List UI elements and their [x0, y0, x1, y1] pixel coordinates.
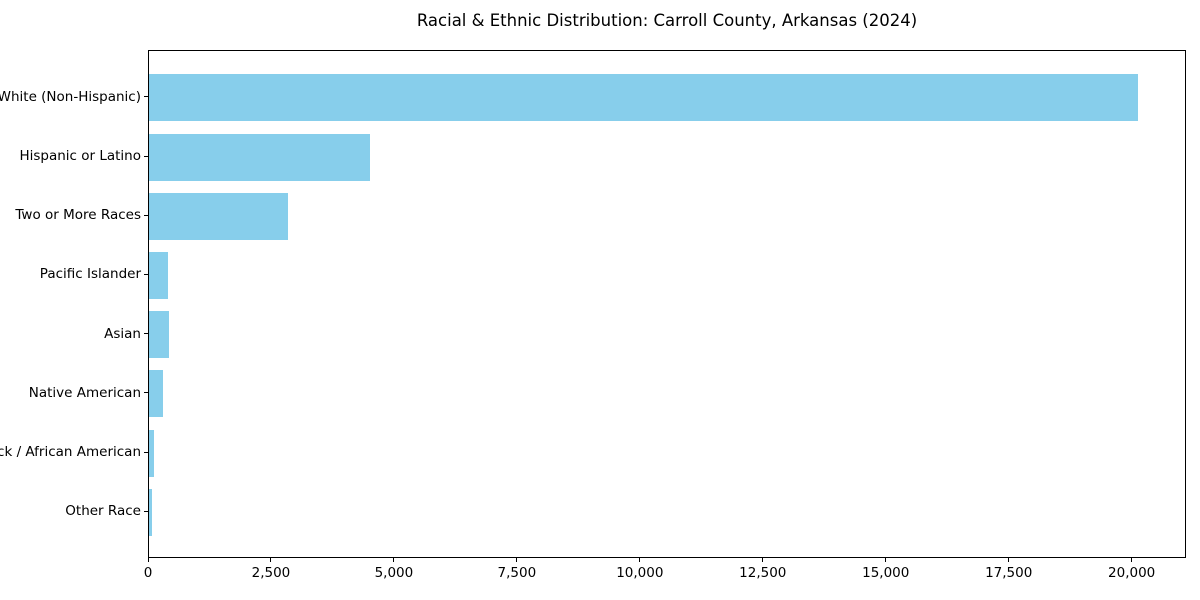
ytick-label-pacific-islander: Pacific Islander	[39, 266, 141, 283]
xtick-mark	[270, 558, 272, 562]
xtick-mark	[1131, 558, 1133, 562]
xtick-label-7500: 7,500	[497, 565, 537, 581]
bar-native-american	[149, 370, 163, 418]
xtick-mark	[393, 558, 395, 562]
xtick-mark	[147, 558, 149, 562]
xtick-mark	[516, 558, 518, 562]
ytick-label-other-race: Other Race	[65, 503, 141, 520]
ytick-label-native-american: Native American	[28, 384, 141, 401]
ytick-mark	[144, 510, 148, 512]
ytick-mark	[144, 155, 148, 157]
bar-asian	[149, 311, 169, 359]
ytick-label-white-non-hispanic: White (Non-Hispanic)	[0, 88, 141, 105]
xtick-label-2500: 2,500	[251, 565, 291, 581]
ytick-label-black-african-american: Black / African American	[0, 444, 141, 460]
xtick-label-0: 0	[143, 565, 153, 581]
xtick-mark	[639, 558, 641, 562]
ytick-mark	[144, 451, 148, 453]
bar-white-non-hispanic	[149, 74, 1138, 122]
ytick-label-asian: Asian	[104, 325, 141, 342]
ytick-mark	[144, 392, 148, 394]
xtick-label-17500: 17,500	[985, 565, 1033, 581]
xtick-mark	[762, 558, 764, 562]
ytick-label-two-or-more-races: Two or More Races	[15, 207, 141, 224]
bar-other-race	[149, 488, 153, 536]
bar-black-african-american	[149, 429, 154, 477]
xtick-label-15000: 15,000	[862, 565, 910, 581]
ytick-mark	[144, 214, 148, 216]
ytick-mark	[144, 333, 148, 335]
xtick-mark	[1008, 558, 1010, 562]
xtick-label-12500: 12,500	[739, 565, 787, 581]
xtick-mark	[885, 558, 887, 562]
bar-pacific-islander	[149, 251, 168, 299]
bar-hispanic-or-latino	[149, 133, 371, 181]
xtick-label-5000: 5,000	[374, 565, 414, 581]
xtick-label-10000: 10,000	[616, 565, 664, 581]
ytick-label-hispanic-or-latino: Hispanic or Latino	[19, 148, 141, 164]
chart-title: Racial & Ethnic Distribution: Carroll Co…	[416, 11, 918, 30]
ytick-mark	[144, 96, 148, 98]
ytick-mark	[144, 273, 148, 275]
plot-area	[148, 50, 1186, 558]
bar-two-or-more-races	[149, 192, 289, 240]
xtick-label-20000: 20,000	[1108, 565, 1156, 581]
